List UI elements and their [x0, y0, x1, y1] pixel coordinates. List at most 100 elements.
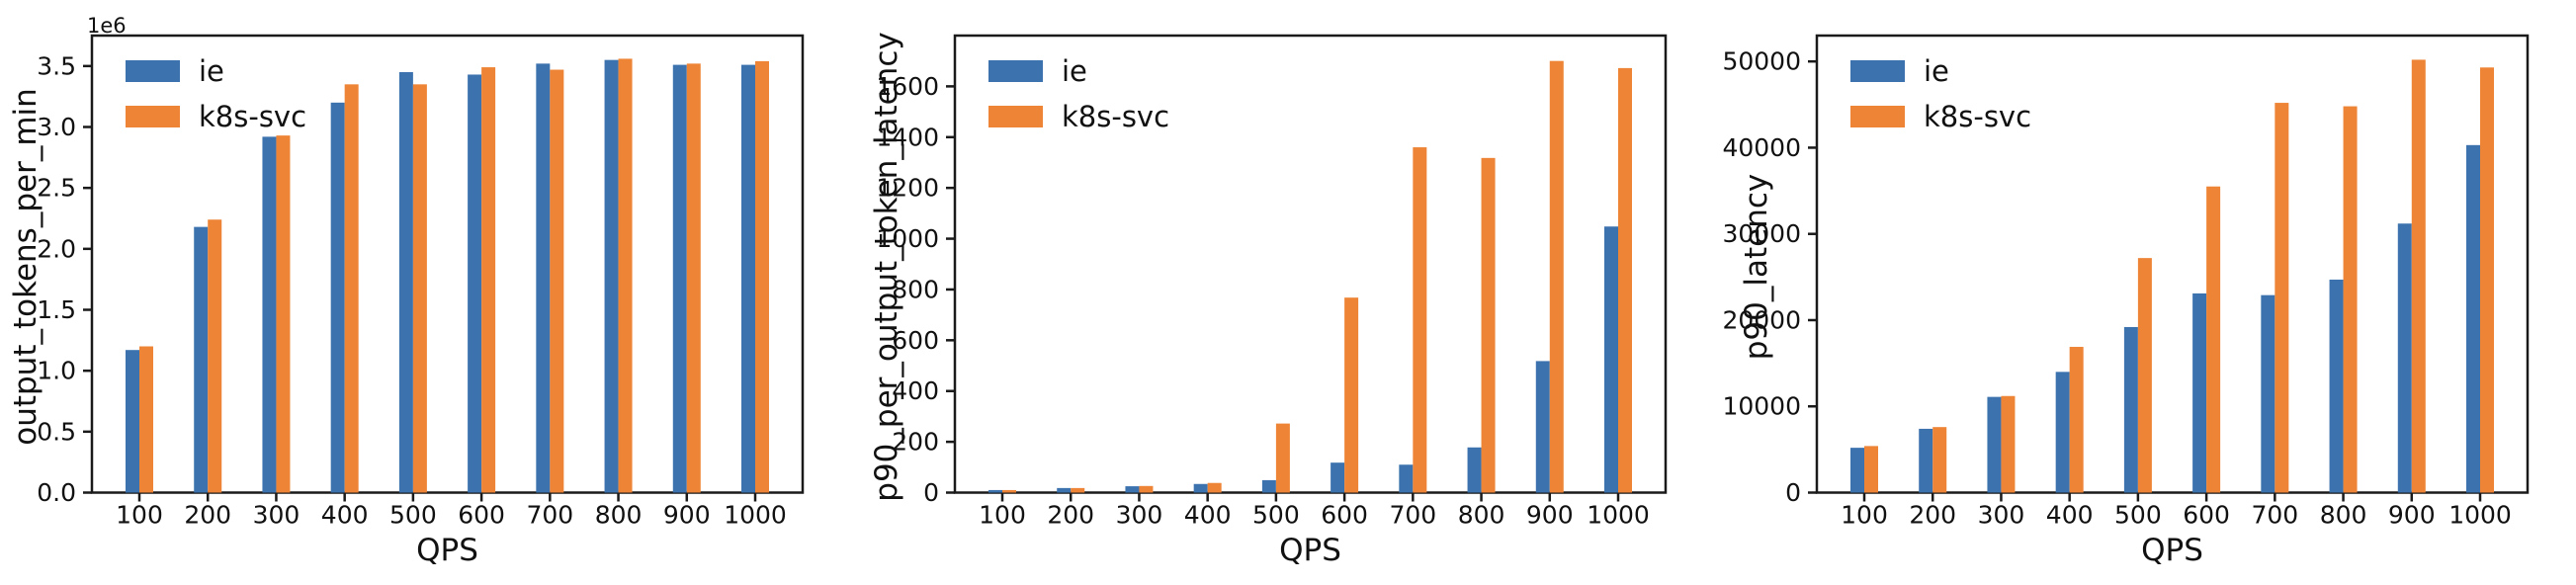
x-tick-label: 100	[1841, 501, 1888, 530]
bar-ie-1000	[2466, 144, 2480, 493]
bar-k8s-svc-500	[412, 84, 427, 493]
bar-k8s-svc-400	[344, 84, 359, 493]
bar-k8s-svc-800	[2343, 106, 2358, 493]
bar-k8s-svc-600	[1344, 297, 1359, 493]
y-tick-label: 40000	[1722, 133, 1801, 162]
bar-ie-800	[604, 59, 619, 493]
bar-ie-400	[1193, 483, 1208, 493]
y-tick-label: 0.0	[37, 478, 76, 507]
x-tick-label: 700	[526, 501, 573, 530]
x-tick-label: 1000	[2448, 501, 2512, 530]
bar-k8s-svc-1000	[1618, 67, 1632, 493]
bar-ie-200	[1919, 428, 1933, 493]
bar-ie-900	[1535, 361, 1550, 493]
legend-label-ie: ie	[1062, 54, 1087, 88]
y-tick-label: 3.5	[37, 51, 76, 80]
bar-ie-600	[2192, 292, 2207, 493]
y-tick-label: 400	[892, 376, 939, 405]
bar-k8s-svc-200	[1932, 427, 1947, 493]
x-tick-label: 700	[2251, 501, 2298, 530]
x-axis-label: QPS	[2141, 533, 2203, 568]
bar-k8s-svc-900	[686, 63, 701, 493]
legend-swatch-k8s-svc	[1850, 106, 1905, 127]
y-axis-label: output_tokens_per_min	[8, 88, 43, 446]
bar-ie-700	[1399, 464, 1414, 493]
legend-swatch-ie	[1850, 60, 1905, 82]
x-tick-label: 900	[2388, 501, 2436, 530]
bar-ie-700	[2261, 294, 2275, 493]
bar-ie-600	[468, 74, 482, 493]
legend-label-ie: ie	[1924, 54, 1949, 88]
x-axis-label: QPS	[1279, 533, 1341, 568]
bar-ie-900	[2397, 223, 2412, 493]
bar-k8s-svc-300	[2001, 395, 2016, 493]
bar-ie-300	[1987, 396, 2002, 493]
x-tick-label: 500	[2114, 501, 2162, 530]
x-tick-label: 300	[253, 501, 301, 530]
bar-ie-100	[1850, 448, 1864, 493]
x-tick-label: 300	[1978, 501, 2025, 530]
bar-ie-200	[194, 226, 209, 493]
legend-label-k8s-svc: k8s-svc	[1062, 100, 1169, 133]
bar-ie-500	[2123, 326, 2138, 493]
y-axis-label: p90_latency	[1739, 174, 1774, 361]
legend-label-k8s-svc: k8s-svc	[1924, 100, 2031, 133]
bar-ie-500	[398, 72, 413, 493]
chart-p90_per_output_token_latency: 0 200 400 600 800 1000 1200 1400 1600 100 200 300 40…	[869, 32, 1668, 568]
bar-k8s-svc-400	[1207, 482, 1222, 493]
x-tick-label: 800	[595, 501, 643, 530]
bar-k8s-svc-200	[208, 219, 222, 493]
y-tick-label: 1400	[876, 123, 939, 151]
bar-k8s-svc-400	[2069, 347, 2084, 493]
bar-k8s-svc-600	[481, 67, 496, 493]
x-tick-label: 600	[2183, 501, 2230, 530]
x-tick-label: 1000	[1587, 501, 1650, 530]
y-tick-label: 1.5	[37, 295, 76, 324]
bar-k8s-svc-300	[1139, 485, 1154, 493]
x-tick-label: 200	[1047, 501, 1094, 530]
y-tick-label: 0	[1785, 478, 1801, 507]
y-tick-label: 1.0	[37, 357, 76, 385]
bar-k8s-svc-200	[1071, 487, 1085, 493]
x-tick-label: 500	[389, 501, 437, 530]
y-tick-label: 1000	[876, 224, 939, 253]
bar-ie-300	[1125, 486, 1140, 493]
bar-k8s-svc-800	[1481, 157, 1496, 493]
bar-k8s-svc-100	[1864, 446, 1878, 493]
y-tick-label: 3.0	[37, 113, 76, 141]
x-axis-label: QPS	[416, 533, 478, 568]
bar-ie-400	[2055, 372, 2070, 493]
x-tick-label: 100	[979, 501, 1026, 530]
y-tick-label: 2.0	[37, 234, 76, 263]
bar-k8s-svc-700	[2275, 103, 2289, 493]
bar-ie-100	[126, 350, 139, 493]
x-tick-label: 400	[1184, 501, 1232, 530]
y-tick-label: 0	[923, 478, 939, 507]
x-tick-label: 200	[1909, 501, 1956, 530]
bar-ie-700	[536, 63, 551, 493]
bar-k8s-svc-300	[276, 135, 291, 493]
legend-swatch-ie	[126, 60, 180, 82]
legend-label-k8s-svc: k8s-svc	[199, 100, 306, 133]
y-axis-label: p90_per_output_token_latency	[869, 32, 904, 501]
legend-label-ie: ie	[199, 54, 224, 88]
bar-k8s-svc-700	[550, 69, 564, 493]
bar-k8s-svc-700	[1413, 147, 1427, 493]
x-tick-label: 200	[184, 501, 231, 530]
x-tick-label: 800	[1458, 501, 1505, 530]
bar-ie-200	[1057, 487, 1072, 493]
bar-k8s-svc-900	[1549, 60, 1564, 493]
x-tick-label: 500	[1252, 501, 1300, 530]
y-tick-label: 10000	[1722, 392, 1801, 421]
x-tick-label: 600	[458, 501, 505, 530]
y-tick-label: 1600	[876, 72, 939, 101]
legend-swatch-ie	[988, 60, 1043, 82]
x-tick-label: 100	[116, 501, 163, 530]
bar-k8s-svc-500	[1275, 423, 1290, 493]
bar-k8s-svc-100	[1002, 489, 1016, 493]
bar-ie-300	[262, 136, 277, 493]
bar-ie-800	[1467, 447, 1482, 493]
y-tick-label: 50000	[1722, 47, 1801, 76]
bar-ie-400	[330, 102, 345, 493]
